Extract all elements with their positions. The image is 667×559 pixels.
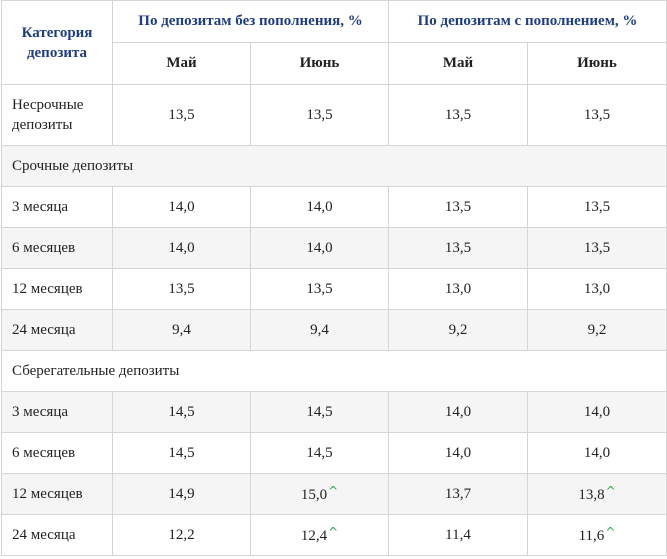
cell-value: 14,0 bbox=[388, 391, 528, 433]
cell-value: 14,0 bbox=[112, 186, 251, 228]
cell-value: 13,5 bbox=[112, 268, 251, 310]
row-label: 24 месяца bbox=[1, 309, 113, 351]
increase-arrow-icon: ^ bbox=[328, 484, 339, 498]
cell-value: 13,0 bbox=[388, 268, 528, 310]
row-label: Несрочные депозиты bbox=[1, 84, 113, 146]
cell-value: 14,5 bbox=[250, 391, 389, 433]
table-row: Несрочные депозиты 13,5 13,5 13,5 13,5 bbox=[1, 84, 667, 146]
row-label: 3 месяца bbox=[1, 391, 113, 433]
category-header: Категория депозита bbox=[1, 0, 113, 85]
section-row: Сберегательные депозиты bbox=[1, 350, 667, 392]
section-row: Срочные депозиты bbox=[1, 145, 667, 187]
row-label: 12 месяцев bbox=[1, 268, 113, 310]
cell-value: 13,8^ bbox=[527, 473, 667, 515]
row-label: 24 месяца bbox=[1, 514, 113, 556]
table-row: 12 месяцев 14,9 15,0^ 13,7 13,8^ bbox=[1, 473, 667, 515]
table-row: 3 месяца 14,5 14,5 14,0 14,0 bbox=[1, 391, 667, 433]
col-header-june: Июнь bbox=[250, 42, 389, 85]
row-label: 6 месяцев bbox=[1, 227, 113, 269]
cell-value: 11,4 bbox=[388, 514, 528, 556]
row-label: 3 месяца bbox=[1, 186, 113, 228]
section-title: Срочные депозиты bbox=[1, 145, 667, 187]
cell-value: 11,6^ bbox=[527, 514, 667, 556]
cell-value: 14,0 bbox=[112, 227, 251, 269]
cell-value: 14,5 bbox=[250, 432, 389, 474]
table-row: 3 месяца 14,0 14,0 13,5 13,5 bbox=[1, 186, 667, 228]
cell-value: 14,0 bbox=[527, 391, 667, 433]
cell-value: 12,2 bbox=[112, 514, 251, 556]
cell-value: 14,0 bbox=[388, 432, 528, 474]
cell-value: 12,4^ bbox=[250, 514, 389, 556]
cell-value: 13,5 bbox=[527, 84, 667, 146]
cell-value: 13,5 bbox=[527, 186, 667, 228]
cell-value: 15,0^ bbox=[250, 473, 389, 515]
cell-value: 13,5 bbox=[388, 186, 528, 228]
table-row: 24 месяца 12,2 12,4^ 11,4 11,6^ bbox=[1, 514, 667, 556]
section-title: Сберегательные депозиты bbox=[1, 350, 667, 392]
cell-value: 9,4 bbox=[112, 309, 251, 351]
increase-arrow-icon: ^ bbox=[605, 484, 616, 498]
cell-value: 13,5 bbox=[112, 84, 251, 146]
cell-value: 13,7 bbox=[388, 473, 528, 515]
row-label: 6 месяцев bbox=[1, 432, 113, 474]
cell-value: 9,2 bbox=[527, 309, 667, 351]
row-label: 12 месяцев bbox=[1, 473, 113, 515]
cell-value: 14,9 bbox=[112, 473, 251, 515]
cell-value: 14,0 bbox=[527, 432, 667, 474]
group-header-with-replenishment: По депозитам с пополнением, % bbox=[388, 0, 667, 43]
cell-value: 13,5 bbox=[250, 84, 389, 146]
cell-value: 13,5 bbox=[388, 227, 528, 269]
value-text: 13,8 bbox=[578, 487, 605, 503]
cell-value: 13,0 bbox=[527, 268, 667, 310]
col-header-june: Июнь bbox=[527, 42, 667, 85]
value-text: 12,4 bbox=[300, 528, 328, 544]
cell-value: 14,5 bbox=[112, 391, 251, 433]
value-text: 11,6 bbox=[578, 528, 605, 544]
table-row: 6 месяцев 14,0 14,0 13,5 13,5 bbox=[1, 227, 667, 269]
table-row: 6 месяцев 14,5 14,5 14,0 14,0 bbox=[1, 432, 667, 474]
cell-value: 13,5 bbox=[388, 84, 528, 146]
value-text: 15,0 bbox=[300, 487, 328, 503]
table-row: 24 месяца 9,4 9,4 9,2 9,2 bbox=[1, 309, 667, 351]
col-header-may: Май bbox=[388, 42, 528, 85]
increase-arrow-icon: ^ bbox=[605, 525, 616, 539]
cell-value: 13,5 bbox=[527, 227, 667, 269]
cell-value: 14,0 bbox=[250, 186, 389, 228]
cell-value: 9,2 bbox=[388, 309, 528, 351]
cell-value: 9,4 bbox=[250, 309, 389, 351]
cell-value: 13,5 bbox=[250, 268, 389, 310]
increase-arrow-icon: ^ bbox=[328, 525, 339, 539]
cell-value: 14,5 bbox=[112, 432, 251, 474]
col-header-may: Май bbox=[112, 42, 251, 85]
cell-value: 14,0 bbox=[250, 227, 389, 269]
table-row: 12 месяцев 13,5 13,5 13,0 13,0 bbox=[1, 268, 667, 310]
group-header-without-replenishment: По депозитам без пополнения, % bbox=[112, 0, 389, 43]
